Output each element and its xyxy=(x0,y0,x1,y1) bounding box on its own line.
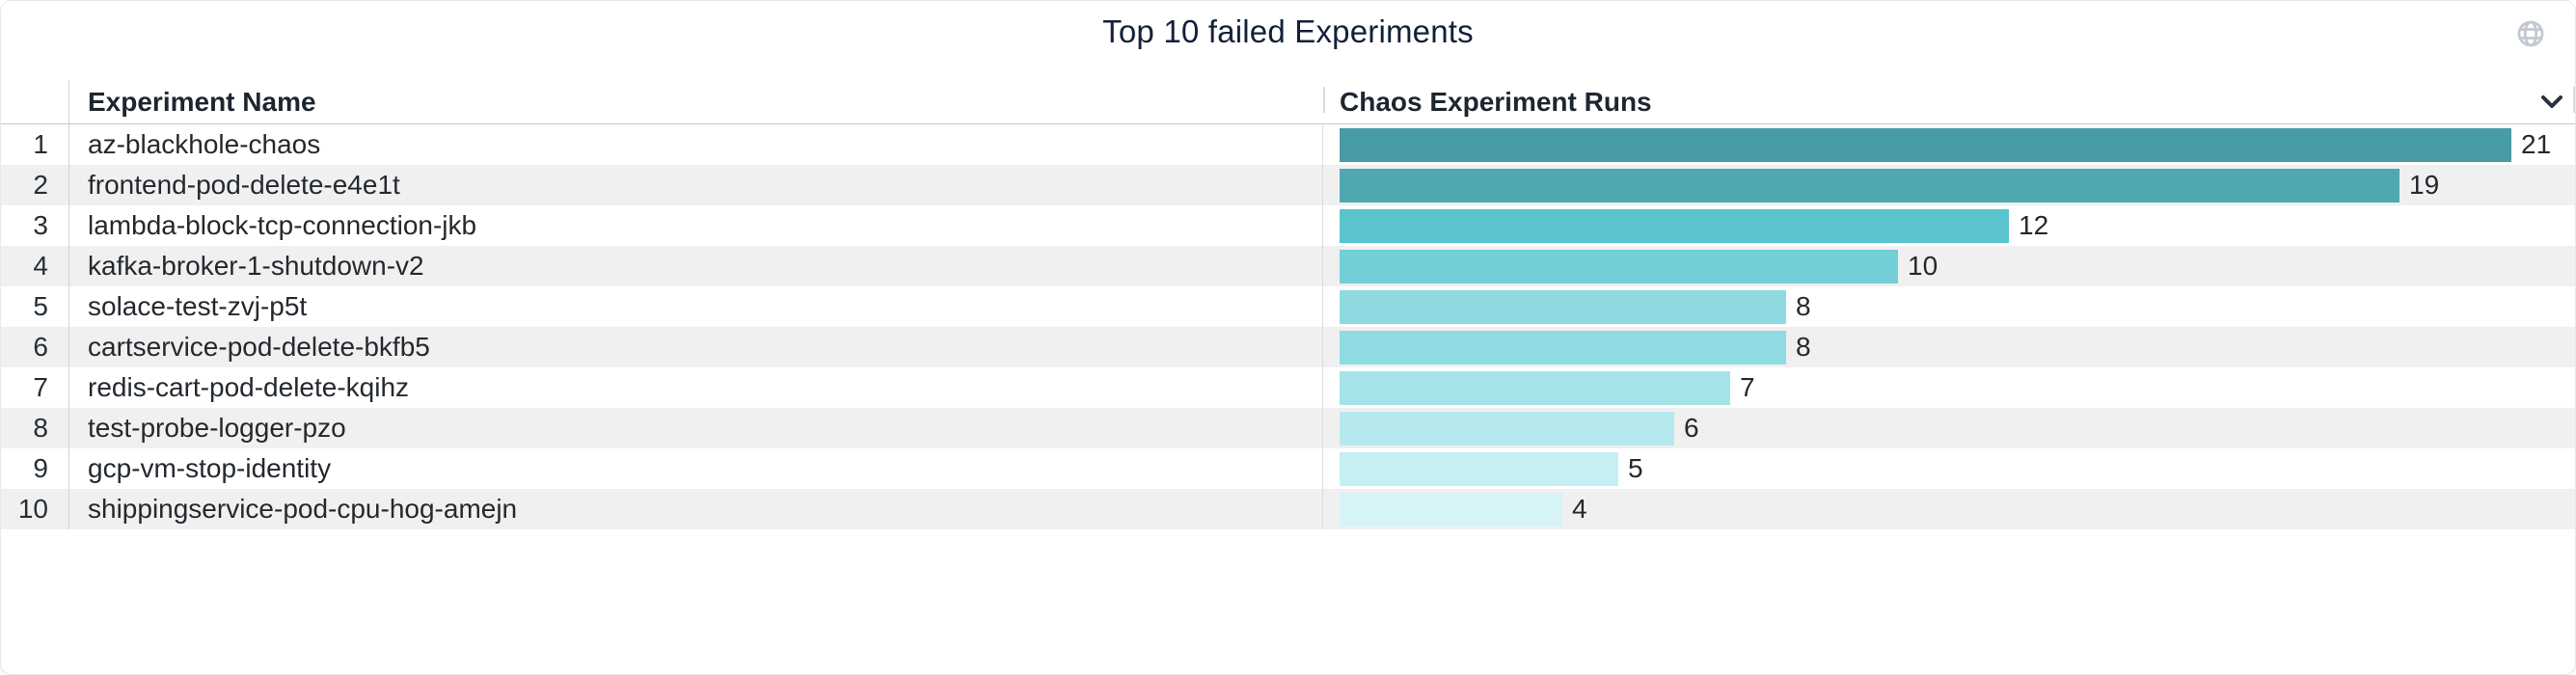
runs-bar xyxy=(1340,249,1898,284)
runs-cell: 5 xyxy=(1323,448,2575,489)
row-index: 8 xyxy=(1,408,69,448)
row-index: 7 xyxy=(1,367,69,408)
experiment-name: shippingservice-pod-cpu-hog-amejn xyxy=(69,489,1323,529)
runs-cell: 12 xyxy=(1323,205,2575,246)
runs-value: 8 xyxy=(1796,291,1811,321)
experiment-name: solace-test-zvj-p5t xyxy=(69,286,1323,327)
row-index: 1 xyxy=(1,124,69,165)
runs-value: 5 xyxy=(1628,453,1643,483)
runs-value: 10 xyxy=(1908,251,1939,281)
runs-value: 6 xyxy=(1684,413,1699,443)
runs-bar xyxy=(1340,370,1730,405)
runs-value: 8 xyxy=(1796,332,1811,362)
row-index: 2 xyxy=(1,165,69,205)
runs-bar xyxy=(1340,451,1618,486)
table-row: 5 solace-test-zvj-p5t 8 xyxy=(1,286,2575,327)
runs-bar xyxy=(1340,492,1562,526)
globe-icon xyxy=(2515,18,2546,49)
panel-title: Top 10 failed Experiments xyxy=(1102,14,1474,49)
table-row: 7 redis-cart-pod-delete-kqihz 7 xyxy=(1,367,2575,408)
row-index: 6 xyxy=(1,327,69,367)
runs-cell: 19 xyxy=(1323,165,2575,205)
row-index: 4 xyxy=(1,246,69,286)
runs-cell: 21 xyxy=(1323,124,2575,165)
runs-column-header-label: Chaos Experiment Runs xyxy=(1340,86,1652,117)
runs-bar xyxy=(1340,127,2511,162)
runs-value: 12 xyxy=(2019,210,2049,240)
table-row: 8 test-probe-logger-pzo 6 xyxy=(1,408,2575,448)
row-index: 10 xyxy=(1,489,69,529)
index-column-header xyxy=(1,80,69,123)
experiment-name-column-header[interactable]: Experiment Name xyxy=(88,86,316,117)
runs-value: 19 xyxy=(2409,170,2440,200)
experiment-name: frontend-pod-delete-e4e1t xyxy=(69,165,1323,205)
runs-column-header[interactable]: Chaos Experiment Runs xyxy=(1323,80,2575,123)
runs-cell: 8 xyxy=(1323,286,2575,327)
table-body: 1 az-blackhole-chaos 21 2 frontend-pod-d… xyxy=(1,124,2575,529)
experiment-name: lambda-block-tcp-connection-jkb xyxy=(69,205,1323,246)
experiment-name: az-blackhole-chaos xyxy=(69,124,1323,165)
runs-value: 4 xyxy=(1572,494,1587,524)
runs-value: 21 xyxy=(2521,129,2552,159)
table-header-row: Experiment Name Chaos Experiment Runs xyxy=(1,80,2575,124)
runs-value: 7 xyxy=(1740,372,1755,402)
panel-header: Top 10 failed Experiments xyxy=(1,1,2575,80)
table-row: 4 kafka-broker-1-shutdown-v2 10 xyxy=(1,246,2575,286)
runs-cell: 10 xyxy=(1323,246,2575,286)
experiment-name: test-probe-logger-pzo xyxy=(69,408,1323,448)
runs-bar xyxy=(1340,411,1674,446)
row-index: 9 xyxy=(1,448,69,489)
runs-cell: 4 xyxy=(1323,489,2575,529)
experiment-name: kafka-broker-1-shutdown-v2 xyxy=(69,246,1323,286)
runs-bar xyxy=(1340,208,2009,243)
chevron-down-icon[interactable] xyxy=(2540,94,2563,110)
row-index: 5 xyxy=(1,286,69,327)
runs-cell: 8 xyxy=(1323,327,2575,367)
experiment-name: cartservice-pod-delete-bkfb5 xyxy=(69,327,1323,367)
table-row: 3 lambda-block-tcp-connection-jkb 12 xyxy=(1,205,2575,246)
table-row: 9 gcp-vm-stop-identity 5 xyxy=(1,448,2575,489)
runs-cell: 6 xyxy=(1323,408,2575,448)
row-index: 3 xyxy=(1,205,69,246)
table-row: 10 shippingservice-pod-cpu-hog-amejn 4 xyxy=(1,489,2575,529)
table-row: 2 frontend-pod-delete-e4e1t 19 xyxy=(1,165,2575,205)
runs-bar xyxy=(1340,168,2400,202)
experiment-name: redis-cart-pod-delete-kqihz xyxy=(69,367,1323,408)
runs-bar xyxy=(1340,330,1786,364)
experiment-name: gcp-vm-stop-identity xyxy=(69,448,1323,489)
table-row: 1 az-blackhole-chaos 21 xyxy=(1,124,2575,165)
runs-cell: 7 xyxy=(1323,367,2575,408)
runs-bar xyxy=(1340,289,1786,324)
table-row: 6 cartservice-pod-delete-bkfb5 8 xyxy=(1,327,2575,367)
